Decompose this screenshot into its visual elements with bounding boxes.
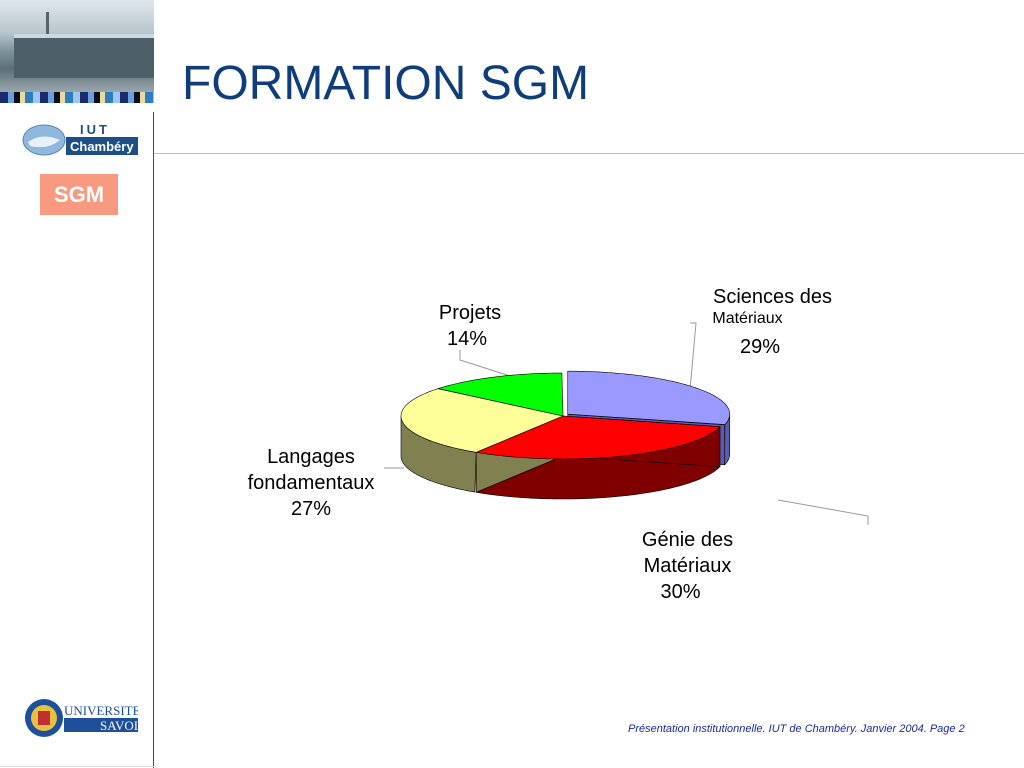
svg-text:UNIVERSITE: UNIVERSITE [64, 703, 138, 718]
label-genie-line2: Matériaux [643, 555, 732, 577]
campus-photo [0, 0, 154, 92]
iut-chambery-logo: IUT Chambéry [22, 122, 138, 156]
leader-line-0 [689, 322, 697, 391]
label-langages-line2: fondamentaux [247, 472, 375, 494]
footer-text: Présentation institutionnelle. IUT de Ch… [628, 723, 965, 735]
label-sciences-line1: Sciences des [713, 286, 832, 308]
svg-text:Chambéry: Chambéry [70, 139, 134, 154]
label-projets-line1: Projets [438, 302, 502, 324]
sgm-badge: SGM [40, 174, 118, 215]
label-sciences: Sciences des Matériaux 29% [700, 284, 845, 360]
label-genie-pct: 30% [660, 581, 701, 603]
universite-savoie-logo: UNIVERSITE SAVOIE [25, 699, 138, 737]
slide-title: FORMATION SGM [182, 57, 590, 110]
bottom-divider [0, 766, 154, 767]
label-genie-line1: Génie des [641, 529, 734, 551]
label-genie: Génie des Matériaux 30% [620, 527, 755, 605]
label-projets-pct: 14% [446, 328, 488, 350]
title-underline [154, 153, 1024, 154]
leader-line-3 [459, 350, 511, 377]
pie-slice-3 [437, 372, 564, 417]
label-langages-pct: 27% [290, 498, 332, 520]
leader-line-1 [777, 499, 869, 525]
svg-text:IUT: IUT [80, 122, 110, 137]
svg-text:SAVOIE: SAVOIE [100, 718, 138, 733]
pie-slice-2 [400, 388, 564, 453]
pie-slice-0 [567, 370, 731, 425]
label-sciences-pct: 29% [739, 336, 781, 358]
label-sciences-line2: Matériaux [712, 310, 783, 327]
label-projets: Projets 14% [420, 300, 520, 352]
label-langages: Langages fondamentaux 27% [236, 444, 386, 522]
vertical-divider [153, 112, 154, 768]
label-langages-line1: Langages [267, 446, 355, 468]
pie-slice-1 [475, 415, 721, 460]
color-stripe [0, 92, 154, 103]
